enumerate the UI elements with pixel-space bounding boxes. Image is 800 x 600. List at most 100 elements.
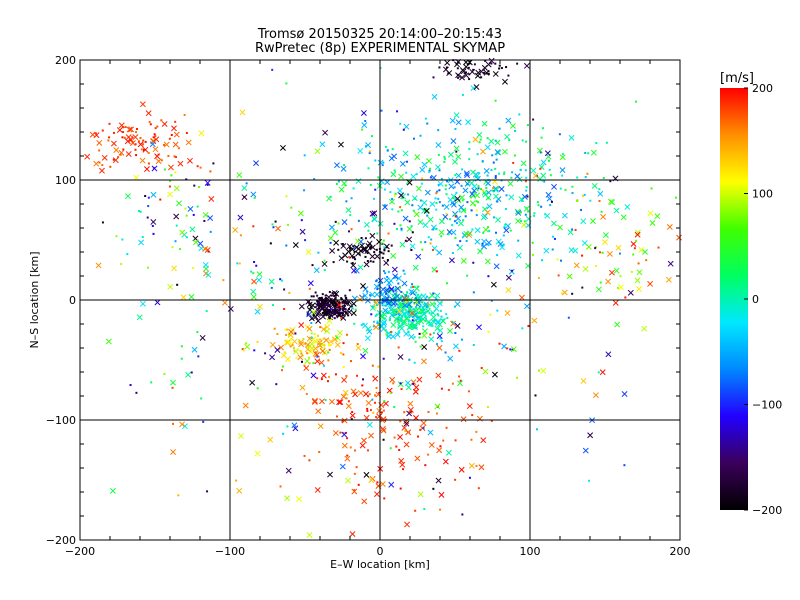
echo-dot-marker [487, 197, 490, 200]
echo-cross-marker [449, 117, 456, 124]
echo-cross-marker [524, 303, 530, 310]
echo-dot-marker [502, 234, 505, 237]
echo-dot-marker [185, 178, 188, 181]
echo-dot-marker [147, 205, 150, 208]
echo-dot-marker [338, 311, 341, 314]
echo-dot-marker [401, 300, 404, 302]
echo-dot-marker [400, 209, 403, 212]
echo-dot-marker [383, 400, 386, 403]
echo-cross-marker [590, 218, 596, 225]
echo-cross-marker [275, 225, 281, 232]
echo-dot-marker [287, 223, 290, 226]
echo-dot-marker [319, 338, 322, 341]
echo-dot-marker [412, 209, 415, 212]
echo-dot-marker [341, 312, 344, 315]
echo-dot-marker [340, 317, 343, 320]
echo-cross-marker [340, 165, 347, 172]
echo-dot-marker [376, 481, 379, 484]
echo-dot-marker [381, 299, 384, 302]
echo-dot-marker [556, 258, 559, 261]
echo-cross-marker [585, 243, 592, 250]
echo-dot-marker [504, 223, 507, 226]
echo-dot-marker [432, 292, 435, 295]
echo-cross-marker [421, 207, 428, 214]
echo-dot-marker [469, 196, 472, 199]
echo-dot-marker [135, 154, 138, 157]
echo-dot-marker [397, 320, 400, 323]
echo-cross-marker [398, 173, 405, 180]
echo-cross-marker [151, 165, 158, 172]
echo-cross-marker [455, 72, 462, 79]
echo-cross-marker [665, 276, 672, 283]
echo-dot-marker [645, 259, 648, 262]
echo-dot-marker [495, 231, 498, 234]
echo-dot-marker [454, 439, 457, 442]
echo-dot-marker [329, 241, 332, 244]
echo-cross-marker [168, 164, 174, 171]
echo-dot-marker [426, 295, 429, 298]
echo-dot-marker [288, 334, 291, 337]
echo-cross-marker [428, 442, 435, 448]
echo-cross-marker [390, 300, 397, 307]
echo-dot-marker [354, 258, 357, 261]
echo-cross-marker [320, 372, 327, 379]
echo-dot-marker [429, 333, 432, 336]
echo-dot-marker [344, 307, 347, 310]
echo-dot-marker [168, 185, 171, 188]
echo-dot-marker [395, 227, 398, 230]
echo-dot-marker [600, 210, 603, 213]
echo-dot-marker [427, 236, 430, 239]
echo-dot-marker [342, 353, 345, 356]
echo-dot-marker [320, 378, 323, 381]
echo-cross-marker [642, 248, 649, 255]
echo-dot-marker [369, 183, 372, 186]
echo-cross-marker [502, 78, 508, 85]
echo-dot-marker [327, 344, 330, 347]
echo-dot-marker [542, 127, 545, 130]
echo-dot-marker [196, 165, 199, 168]
echo-dot-marker [540, 205, 543, 208]
echo-dot-marker [366, 260, 369, 263]
echo-dot-marker [135, 127, 138, 130]
echo-dot-marker [407, 311, 410, 314]
echo-dot-marker [505, 66, 508, 69]
echo-cross-marker [274, 347, 281, 353]
echo-cross-marker [406, 225, 413, 232]
echo-dot-marker [468, 78, 471, 81]
echo-cross-marker [609, 199, 616, 206]
echo-cross-marker [435, 320, 442, 327]
echo-cross-marker [415, 185, 422, 192]
echo-dot-marker [376, 320, 379, 323]
echo-dot-marker [238, 262, 241, 265]
echo-dot-marker [487, 73, 490, 76]
echo-dot-marker [521, 327, 524, 330]
echo-dot-marker [384, 145, 387, 148]
echo-dot-marker [461, 168, 464, 171]
echo-cross-marker [620, 214, 627, 221]
echo-dot-marker [410, 411, 413, 414]
echo-dot-marker [567, 316, 570, 319]
echo-dot-marker [418, 316, 421, 319]
echo-cross-marker [113, 147, 120, 154]
echo-dot-marker [449, 218, 452, 221]
echo-dot-marker [454, 215, 457, 218]
echo-dot-marker [345, 374, 348, 377]
echo-dot-marker [390, 289, 393, 292]
echo-dot-marker [657, 246, 660, 249]
echo-dot-marker [516, 62, 519, 65]
echo-dot-marker [176, 283, 179, 286]
echo-cross-marker [171, 265, 178, 272]
echo-dot-marker [152, 232, 155, 235]
echo-dot-marker [477, 487, 480, 490]
echo-dot-marker [427, 410, 430, 413]
echo-dot-marker [368, 393, 371, 396]
echo-dot-marker [348, 230, 351, 233]
echo-dot-marker [412, 382, 415, 385]
echo-dot-marker [375, 279, 378, 282]
echo-dot-marker [364, 119, 367, 122]
echo-dot-marker [597, 371, 600, 374]
echo-cross-marker [401, 320, 408, 327]
echo-dot-marker [370, 313, 373, 316]
echo-dot-marker [393, 436, 396, 439]
